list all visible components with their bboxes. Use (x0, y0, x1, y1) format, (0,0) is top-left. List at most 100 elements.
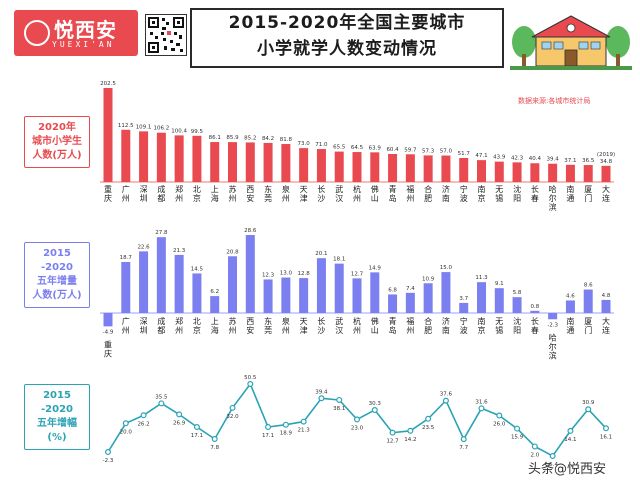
bar-students-2020 (477, 160, 486, 182)
bar-students-2020 (334, 151, 344, 182)
data-label-students-2020: 42.3 (511, 155, 524, 161)
category-label-chart2: 厦门 (584, 317, 592, 335)
bar-increase-count (512, 297, 522, 313)
bar-increase-count (316, 258, 326, 313)
data-label-students-2020: 106.2 (153, 126, 169, 132)
category-label-chart2: 重庆 (104, 339, 112, 358)
bar-students-2020 (192, 135, 202, 182)
category-label-chart2: 武汉 (335, 316, 343, 335)
chart-title-line-1: 2015-2020年全国主要城市 (228, 13, 466, 33)
data-label-increase-percent: 16.1 (600, 434, 612, 440)
category-label-chart2: 佛山 (371, 316, 379, 335)
category-label-chart1: 佛山 (371, 184, 379, 203)
category-label-chart2: 西安 (246, 317, 254, 335)
data-label-increase-count: 21.3 (173, 248, 186, 254)
bar-students-2020 (423, 155, 433, 182)
watermark-text: 头条@悦西安 (528, 462, 607, 477)
category-label-chart2: 福州 (406, 317, 414, 335)
data-label-increase-count: 10.9 (422, 276, 435, 282)
point-increase-percent (265, 424, 272, 431)
data-label-students-2020: 85.9 (226, 135, 239, 141)
category-label-chart2: 无锡 (495, 317, 503, 335)
point-increase-percent (140, 412, 147, 419)
bar-students-2020 (103, 88, 113, 182)
category-label-chart2: 东莞 (264, 316, 272, 335)
data-label-increase-percent: 18.9 (280, 431, 293, 437)
bar-increase-count (192, 273, 202, 313)
category-label-chart1: 泉州 (282, 184, 290, 203)
data-label-increase-count: 20.8 (226, 249, 239, 255)
data-label-students-2020: 43.9 (493, 155, 506, 161)
data-label-students-2020: 202.5 (100, 81, 116, 87)
data-label-increase-count: 13.0 (280, 271, 293, 277)
bar-students-2020 (139, 131, 149, 182)
data-label-increase-count: 11.3 (475, 275, 488, 281)
bar-increase-count (405, 292, 415, 313)
category-label-chart1: 合肥 (424, 184, 432, 203)
bar-students-2020 (405, 154, 415, 182)
point-increase-percent (211, 435, 218, 442)
data-label-increase-count: 9.1 (495, 281, 504, 287)
data-label-increase-percent: 17.1 (191, 433, 203, 439)
bar-students-2020 (210, 142, 220, 182)
section-label-line: -2020 (41, 404, 73, 415)
data-label-increase-percent: 12.7 (386, 439, 399, 445)
category-label-chart2: 哈尔滨 (549, 332, 557, 360)
category-label-chart1: 厦门 (584, 185, 592, 203)
data-label-students-2020: 109.1 (136, 124, 152, 130)
category-label-chart2: 苏州 (229, 316, 237, 335)
category-label-chart2: 长春 (531, 316, 539, 335)
data-label-students-2020: 63.9 (369, 145, 382, 151)
bar-students-2020 (530, 163, 540, 182)
bar-increase-count (370, 272, 380, 313)
data-label-students-2020: 36.5 (582, 158, 595, 164)
chart-title-line-2: 小学就学人数变动情况 (257, 39, 437, 59)
bar-students-2020 (174, 135, 184, 182)
data-source-note: 数据来源:各城市统计局 (518, 97, 591, 105)
data-label-students-2020: 37.1 (564, 158, 576, 164)
bar-students-2020 (228, 142, 237, 182)
category-label-chart2: 宁波 (460, 316, 468, 335)
data-label-increase-count: 4.8 (602, 293, 611, 299)
category-label-chart1: 大连 (602, 184, 610, 203)
data-label-students-2020: 85.2 (244, 135, 256, 141)
category-label-chart1: 福州 (406, 185, 414, 203)
category-label-chart1: 南通 (566, 184, 574, 203)
category-label-chart1: 深圳 (140, 185, 148, 203)
data-label-increase-count: -2.3 (547, 322, 558, 328)
bar-increase-count (494, 288, 504, 313)
point-increase-percent (602, 425, 609, 432)
point-increase-percent (549, 453, 556, 460)
category-label-chart2: 成都 (157, 316, 165, 335)
section-label-line: 人数(万人) (32, 290, 82, 301)
section-label-increase-count: 2015 -2020 五年增量 人数(万人) (24, 242, 90, 308)
data-label-increase-percent: 37.6 (440, 392, 453, 398)
logo-text: 悦西安 (54, 18, 117, 42)
category-label-chart1: 青岛 (389, 184, 397, 203)
category-label-chart2: 长沙 (317, 316, 325, 335)
data-label-increase-percent: 14.2 (404, 437, 416, 443)
bar-increase-count (263, 279, 273, 313)
section-label-line: 人数(万人) (32, 150, 82, 161)
bar-increase-count (139, 251, 149, 313)
data-label-increase-percent: 30.3 (369, 401, 382, 407)
bar-increase-count (352, 278, 362, 313)
bar-increase-count (103, 313, 113, 327)
category-label-chart2: 大连 (602, 316, 610, 335)
point-increase-percent (158, 400, 165, 407)
data-label-students-2020: 47.1 (475, 153, 487, 159)
point-increase-percent (229, 404, 236, 411)
school-building-icon (510, 15, 632, 70)
data-label-increase-count: 12.7 (351, 271, 364, 277)
point-increase-percent (567, 427, 574, 434)
data-label-increase-percent: 23.0 (351, 425, 364, 431)
bar-increase-count (441, 272, 451, 313)
point-increase-percent (176, 411, 183, 418)
category-label-chart1: 南京 (478, 184, 486, 203)
data-label-increase-percent: 39.4 (315, 389, 328, 395)
category-label-chart2: 深圳 (140, 317, 148, 335)
data-label-students-2020: 40.4 (529, 156, 542, 162)
bar-students-2020 (565, 164, 575, 182)
data-label-increase-count: 0.8 (530, 304, 539, 310)
bar-students-2020 (121, 129, 131, 182)
